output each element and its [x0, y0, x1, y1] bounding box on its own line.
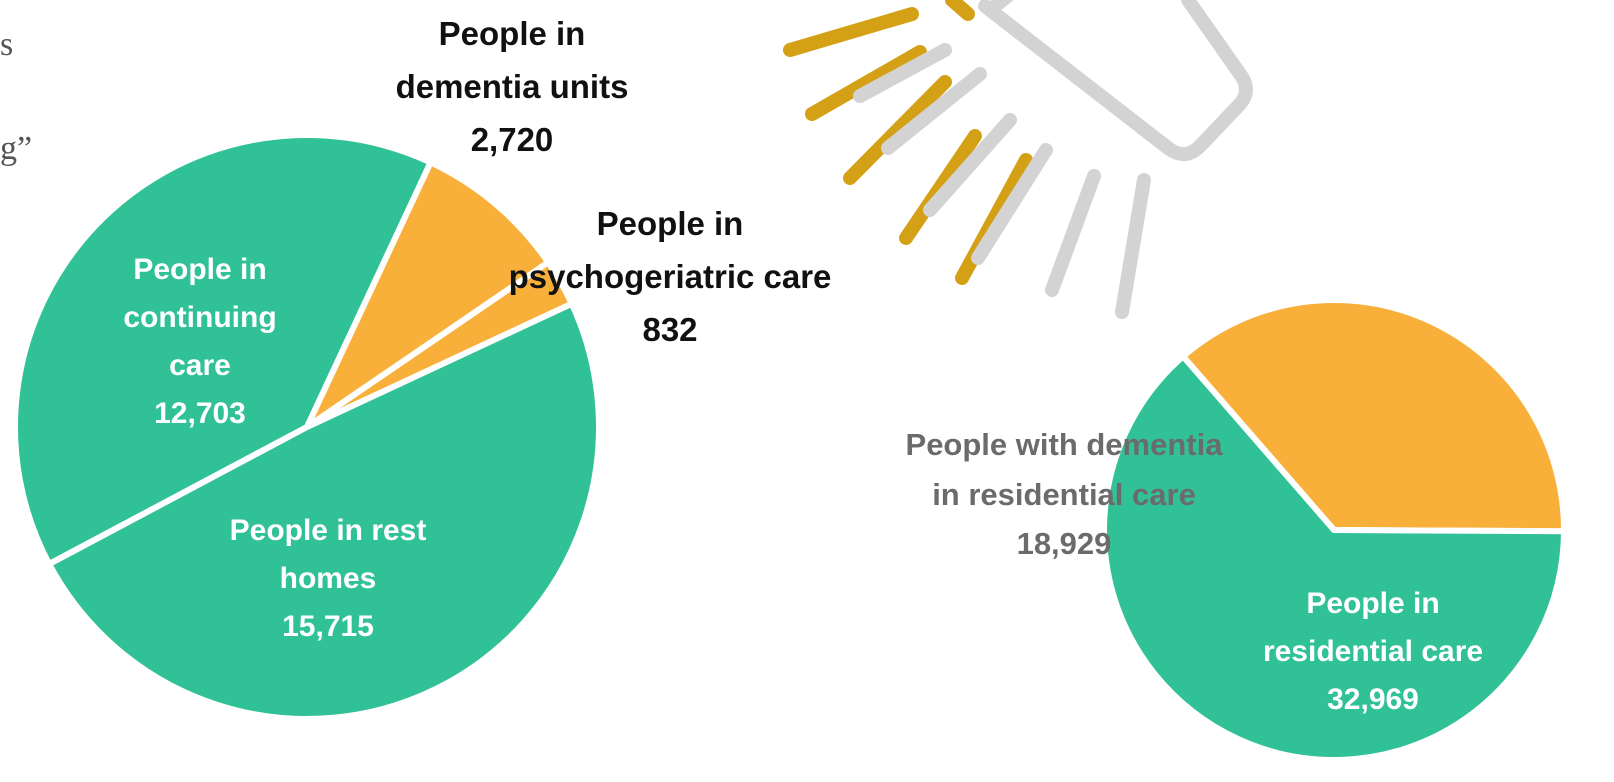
edge-text-middle: g” — [0, 130, 33, 167]
slice-value: 32,969 — [1327, 683, 1419, 716]
slice-label-continuing-care: People in continuing care 12,703 — [100, 246, 300, 438]
label-line: People in rest — [229, 514, 427, 547]
label-line: People in — [1306, 587, 1440, 620]
slice-value: 15,715 — [282, 610, 374, 643]
slice-value: 832 — [642, 310, 698, 348]
label-line: dementia units — [395, 67, 629, 105]
slice-label-dementia-units: People in dementia units 2,720 — [362, 8, 662, 166]
slice-value: 2,720 — [470, 120, 554, 158]
slice-label-residential-care: People in residential care 32,969 — [1228, 580, 1518, 724]
label-line: residential care — [1262, 635, 1484, 668]
label-line: homes — [279, 562, 377, 595]
label-line: People in — [133, 253, 267, 286]
lightbulb-with-rays-icon — [783, 0, 1253, 319]
pie-slice-people-in-residential-care — [1101, 353, 1567, 763]
label-line: psychogeriatric care — [508, 257, 832, 295]
pie-chart-dementia-share — [1101, 297, 1568, 763]
pie-slice-people-with-dementia-in-residential-care — [1180, 297, 1568, 535]
slice-label-dementia-residential: People with dementia in residential care… — [834, 420, 1294, 569]
label-line: care — [169, 349, 231, 382]
slice-label-psychogeriatric-care: People in psychogeriatric care 832 — [470, 198, 870, 356]
pie-slice-people-in-continuing-care — [12, 132, 434, 568]
label-line: continuing — [123, 301, 277, 334]
pie-slice-people-in-dementia-units — [304, 159, 552, 430]
slice-value: 18,929 — [1016, 526, 1112, 562]
pie-chart-care-types — [12, 132, 603, 722]
label-line: People in — [596, 205, 744, 242]
label-line: People in — [438, 15, 586, 52]
slice-label-rest-homes: People in rest homes 15,715 — [198, 507, 458, 651]
label-line: in residential care — [932, 476, 1196, 512]
edge-text-top: s — [0, 26, 14, 63]
slice-value: 12,703 — [154, 397, 246, 430]
label-line: People with dementia — [905, 427, 1223, 462]
pie-slice-people-in-rest-homes — [46, 300, 603, 722]
